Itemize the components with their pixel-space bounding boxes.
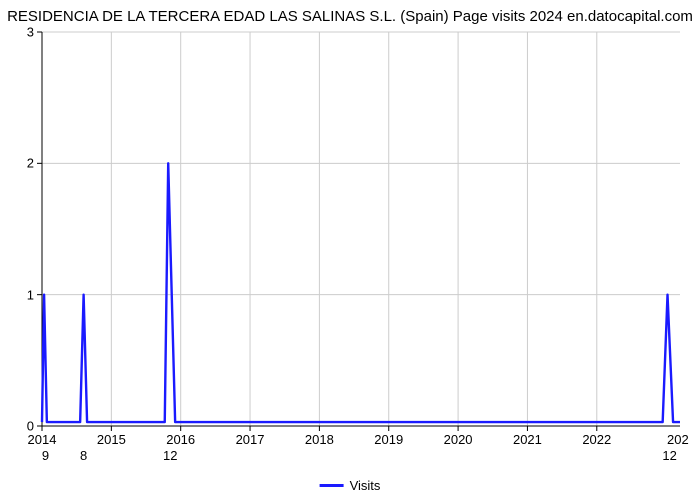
chart-title: RESIDENCIA DE LA TERCERA EDAD LAS SALINA… <box>0 8 700 25</box>
secondary-x-label: 9 <box>42 448 49 463</box>
x-tick-label: 2022 <box>582 432 611 447</box>
x-tick-label: 2015 <box>97 432 126 447</box>
legend-swatch <box>320 484 344 487</box>
x-tick-label: 2019 <box>374 432 403 447</box>
y-tick-label: 3 <box>27 25 34 40</box>
plot-area: 0123 20142015201620172018201920202021202… <box>42 32 680 426</box>
x-tick-label: 2021 <box>513 432 542 447</box>
y-tick-label: 2 <box>27 156 34 171</box>
chart-container: { "title": "RESIDENCIA DE LA TERCERA EDA… <box>0 0 700 500</box>
y-tick-label: 1 <box>27 287 34 302</box>
secondary-x-label: 8 <box>80 448 87 463</box>
secondary-x-label: 12 <box>662 448 676 463</box>
chart-legend: Visits <box>320 478 381 493</box>
chart-svg <box>42 32 680 426</box>
secondary-x-label: 12 <box>163 448 177 463</box>
x-tick-label: 2018 <box>305 432 334 447</box>
x-tick-label-overflow: 202 <box>667 432 689 447</box>
x-tick-label: 2014 <box>28 432 57 447</box>
legend-label: Visits <box>350 478 381 493</box>
x-tick-label: 2020 <box>444 432 473 447</box>
x-tick-label: 2016 <box>166 432 195 447</box>
x-tick-label: 2017 <box>236 432 265 447</box>
